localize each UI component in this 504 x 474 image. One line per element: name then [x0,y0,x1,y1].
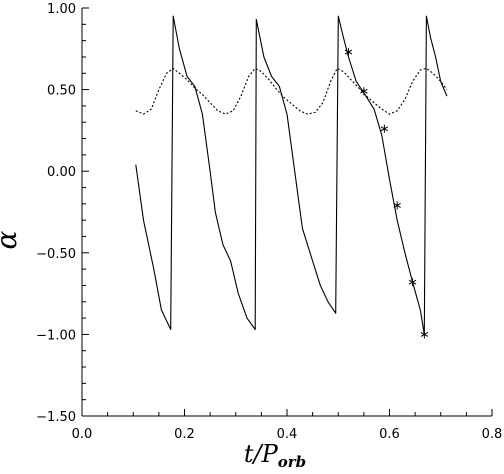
y-tick-label: 1.00 [47,2,76,17]
x-tick-label: 0.0 [72,427,93,442]
asterisk-marker [380,124,389,133]
x-axis-label-subscript: orb [278,453,306,469]
asterisk-marker [408,278,417,287]
dotted-series-line [135,67,448,115]
y-tick-label: 0.50 [47,84,76,99]
x-tick-label: 0.6 [379,427,400,442]
asterisk-marker [393,201,401,210]
asterisk-marker [360,87,368,96]
asterisk-marker [420,330,429,339]
x-tick-label: 0.4 [277,427,298,442]
x-axis-label: t/Porb [244,440,306,469]
axes: −1.50 −1.00 −0.50 0.00 0.50 1.00 0.0 0.2 0.4 0.6 0… [36,2,502,442]
y-tick-label: 0.00 [47,165,76,180]
plot-area [135,15,448,339]
solid-series-line [135,15,448,335]
x-tick-label: 0.8 [482,427,503,442]
y-axis-label: α [0,230,23,249]
x-tick-label: 0.2 [174,427,195,442]
x-axis-label-main: t/P [244,440,279,468]
asterisk-marker [344,48,353,57]
y-tick-label: −1.00 [36,328,76,343]
y-tick-label: −1.50 [36,410,76,425]
y-tick-label: −0.50 [36,247,76,262]
